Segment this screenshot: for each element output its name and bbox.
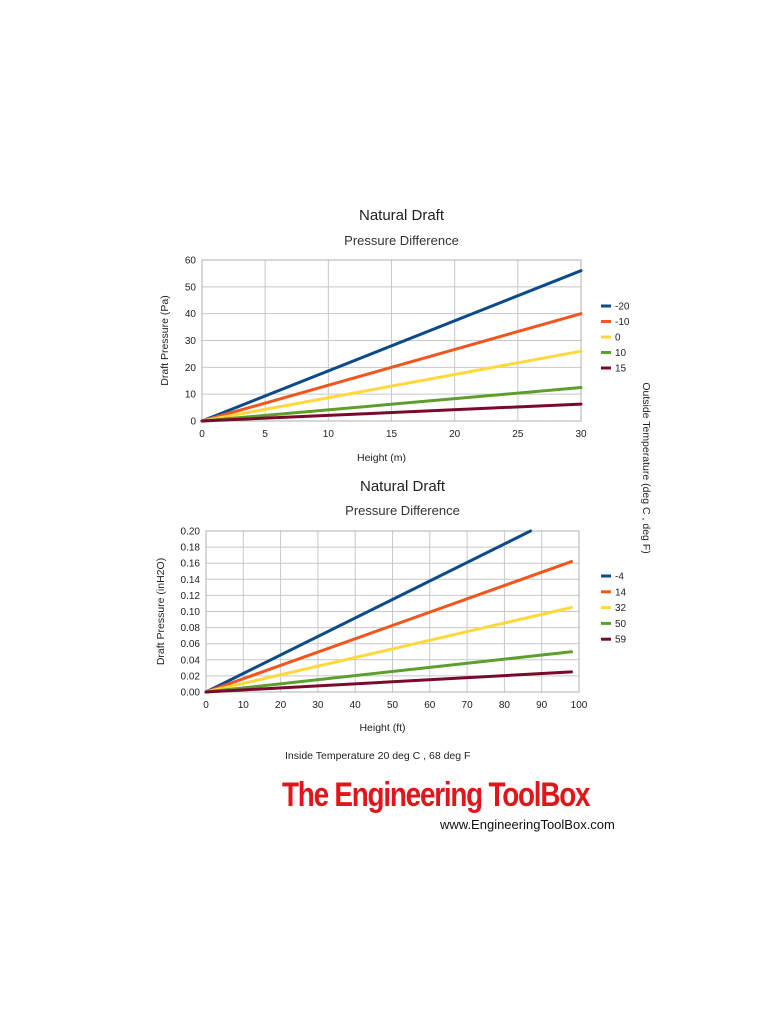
x-tick-label: 20 bbox=[449, 429, 461, 440]
y-tick-label: 0.02 bbox=[181, 671, 201, 682]
x-tick-label: 10 bbox=[238, 700, 250, 711]
y-tick-label: 0.20 bbox=[181, 527, 201, 538]
legend-label: -10 bbox=[615, 317, 630, 328]
brand-logo-text: The Engineering ToolBox bbox=[282, 776, 591, 814]
series-line-14 bbox=[204, 560, 573, 694]
x-tick-label: 60 bbox=[424, 700, 436, 711]
series-line-50 bbox=[204, 650, 573, 694]
chart-subtitle: Pressure Difference bbox=[345, 503, 460, 518]
series-line-32 bbox=[204, 606, 573, 694]
x-tick-label: 25 bbox=[512, 429, 524, 440]
series-line-10 bbox=[200, 386, 583, 423]
chart-title: Natural Draft bbox=[359, 207, 445, 224]
series-line-0 bbox=[200, 349, 583, 423]
x-tick-label: 100 bbox=[571, 700, 588, 711]
x-tick-label: 20 bbox=[275, 700, 287, 711]
x-tick-label: 80 bbox=[499, 700, 511, 711]
y-axis-label: Draft Pressure (inH2O) bbox=[155, 558, 167, 665]
y-tick-label: 60 bbox=[185, 256, 197, 267]
x-tick-label: 40 bbox=[350, 700, 362, 711]
brand-url: www.EngineeringToolBox.com bbox=[440, 817, 615, 832]
legend-label: -20 bbox=[615, 302, 630, 313]
legend-label: 15 bbox=[615, 364, 627, 375]
x-tick-label: 5 bbox=[262, 429, 268, 440]
plot-area bbox=[205, 530, 580, 693]
x-tick-label: 10 bbox=[323, 429, 335, 440]
x-axis-label: Height (m) bbox=[357, 452, 406, 464]
x-tick-label: 30 bbox=[575, 429, 587, 440]
legend-label: 59 bbox=[615, 635, 627, 646]
y-tick-label: 0.10 bbox=[181, 607, 201, 618]
legend-axis-title: Outside Temperature (deg C , deg F) bbox=[640, 382, 652, 553]
y-tick-label: 0.04 bbox=[181, 655, 201, 666]
series-line-59 bbox=[204, 670, 573, 694]
legend-label: 14 bbox=[615, 587, 627, 598]
y-tick-label: 0.00 bbox=[181, 688, 201, 699]
plot-area bbox=[201, 259, 582, 422]
chart-subtitle: Pressure Difference bbox=[344, 233, 459, 248]
y-tick-label: 40 bbox=[185, 309, 197, 320]
series-line--20 bbox=[200, 269, 583, 423]
x-tick-label: 15 bbox=[386, 429, 398, 440]
x-tick-label: 0 bbox=[199, 429, 205, 440]
x-tick-label: 90 bbox=[536, 700, 548, 711]
y-tick-label: 0.06 bbox=[181, 639, 201, 650]
legend-label: 32 bbox=[615, 603, 627, 614]
legend-label: -4 bbox=[615, 572, 624, 583]
x-tick-label: 0 bbox=[203, 700, 209, 711]
inside-temperature-note: Inside Temperature 20 deg C , 68 deg F bbox=[285, 750, 471, 762]
series-line-15 bbox=[200, 402, 583, 423]
y-tick-label: 0.12 bbox=[181, 591, 201, 602]
chart-title: Natural Draft bbox=[360, 478, 446, 495]
y-tick-label: 20 bbox=[185, 363, 197, 374]
y-tick-label: 10 bbox=[185, 390, 197, 401]
legend-label: 50 bbox=[615, 619, 627, 630]
y-tick-label: 0.14 bbox=[181, 575, 201, 586]
y-tick-label: 0.16 bbox=[181, 559, 201, 570]
y-tick-label: 0.18 bbox=[181, 543, 201, 554]
legend-label: 10 bbox=[615, 348, 627, 359]
y-tick-label: 50 bbox=[185, 282, 197, 293]
y-tick-label: 0 bbox=[190, 417, 196, 428]
y-tick-label: 30 bbox=[185, 336, 197, 347]
x-tick-label: 30 bbox=[312, 700, 324, 711]
x-axis-label: Height (ft) bbox=[359, 722, 405, 734]
x-tick-label: 70 bbox=[462, 700, 474, 711]
y-tick-label: 0.08 bbox=[181, 623, 201, 634]
y-axis-label: Draft Pressure (Pa) bbox=[159, 295, 171, 385]
x-tick-label: 50 bbox=[387, 700, 399, 711]
series-line--10 bbox=[200, 312, 583, 423]
series-line--4 bbox=[204, 529, 532, 694]
legend-label: 0 bbox=[615, 333, 621, 344]
